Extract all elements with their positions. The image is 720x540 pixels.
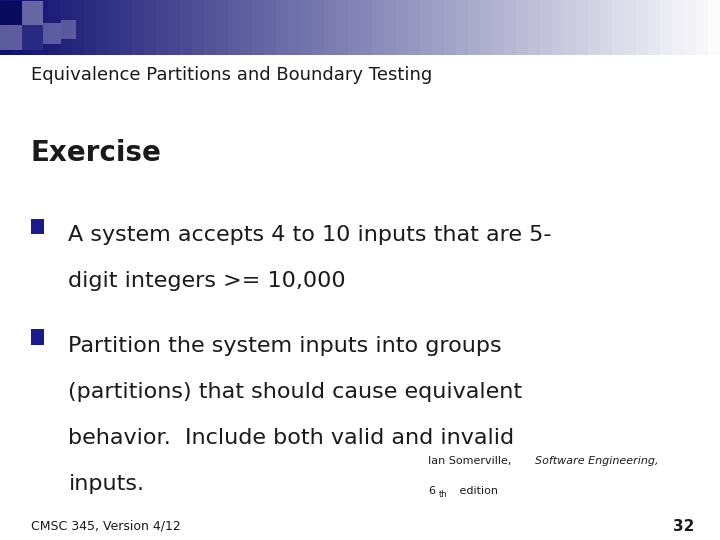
Bar	[120, 0, 133, 55]
Bar	[564, 0, 577, 55]
Bar	[61, 20, 76, 39]
Bar	[22, 25, 43, 50]
Bar	[636, 0, 649, 55]
Bar	[0, 25, 22, 50]
Bar	[504, 0, 518, 55]
Bar	[108, 0, 122, 55]
Text: CMSC 345, Version 4/12: CMSC 345, Version 4/12	[31, 519, 181, 532]
Bar	[384, 0, 397, 55]
Bar	[396, 0, 410, 55]
Text: Software Engineering,: Software Engineering,	[535, 456, 659, 467]
Bar	[24, 0, 37, 55]
Bar	[288, 0, 302, 55]
Bar	[696, 0, 709, 55]
Bar	[72, 0, 86, 55]
Bar	[348, 0, 361, 55]
Bar	[516, 0, 529, 55]
Bar	[31, 329, 44, 345]
Bar	[276, 0, 289, 55]
Bar	[0, 0, 14, 55]
Bar	[48, 0, 61, 55]
Text: A system accepts 4 to 10 inputs that are 5-: A system accepts 4 to 10 inputs that are…	[68, 225, 552, 245]
Bar	[660, 0, 673, 55]
Bar	[528, 0, 541, 55]
Bar	[708, 0, 720, 55]
Bar	[144, 0, 158, 55]
Bar	[480, 0, 493, 55]
Bar	[444, 0, 457, 55]
Text: inputs.: inputs.	[68, 474, 145, 494]
Bar	[588, 0, 601, 55]
Bar	[648, 0, 662, 55]
Bar	[216, 0, 230, 55]
Bar	[552, 0, 565, 55]
Bar	[312, 0, 325, 55]
Bar	[96, 0, 109, 55]
Bar	[156, 0, 169, 55]
Text: edition: edition	[456, 486, 498, 496]
Text: 32: 32	[673, 519, 695, 535]
Bar	[684, 0, 698, 55]
Bar	[420, 0, 433, 55]
Text: th: th	[439, 490, 448, 500]
Text: Equivalence Partitions and Boundary Testing: Equivalence Partitions and Boundary Test…	[31, 66, 432, 84]
Bar	[600, 0, 613, 55]
Bar	[408, 0, 421, 55]
Text: digit integers >= 10,000: digit integers >= 10,000	[68, 271, 346, 291]
Text: Exercise: Exercise	[31, 139, 162, 167]
Bar	[360, 0, 374, 55]
Bar	[168, 0, 181, 55]
Bar	[336, 0, 349, 55]
Text: Partition the system inputs into groups: Partition the system inputs into groups	[68, 336, 502, 356]
Bar	[624, 0, 637, 55]
Bar	[576, 0, 590, 55]
Bar	[228, 0, 241, 55]
Text: (partitions) that should cause equivalent: (partitions) that should cause equivalen…	[68, 382, 523, 402]
Bar	[22, 1, 43, 25]
Bar	[43, 23, 61, 44]
Bar	[36, 0, 50, 55]
Bar	[324, 0, 338, 55]
Bar	[672, 0, 685, 55]
Bar	[240, 0, 253, 55]
Bar	[252, 0, 266, 55]
Bar	[180, 0, 194, 55]
Bar	[60, 0, 73, 55]
Bar	[84, 0, 97, 55]
Bar	[204, 0, 217, 55]
Bar	[31, 219, 44, 234]
Bar	[0, 1, 22, 25]
Bar	[12, 0, 25, 55]
Bar	[468, 0, 482, 55]
Bar	[300, 0, 313, 55]
Bar	[192, 0, 205, 55]
Text: behavior.  Include both valid and invalid: behavior. Include both valid and invalid	[68, 428, 515, 448]
Text: Ian Somerville,: Ian Somerville,	[428, 456, 516, 467]
Bar	[456, 0, 469, 55]
Text: 6: 6	[428, 486, 436, 496]
Bar	[540, 0, 554, 55]
Bar	[372, 0, 385, 55]
Bar	[492, 0, 505, 55]
Bar	[432, 0, 446, 55]
Bar	[264, 0, 277, 55]
Bar	[132, 0, 145, 55]
Bar	[612, 0, 626, 55]
